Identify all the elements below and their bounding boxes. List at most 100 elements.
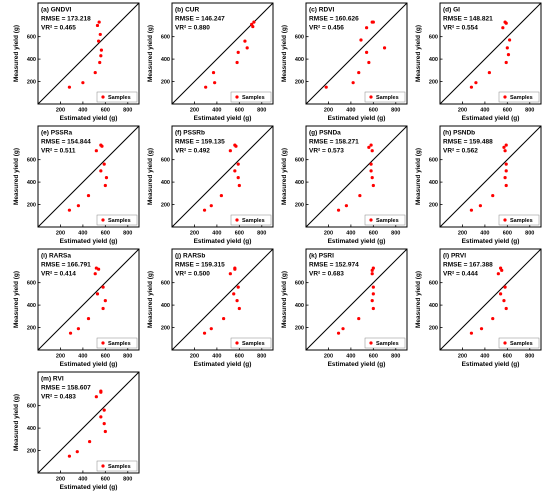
subplot-title: (a) GNDVI: [41, 7, 72, 14]
data-point: [369, 143, 373, 147]
subplot-title: (e) PSSRa: [41, 130, 72, 137]
y-tick-label: 400: [27, 57, 36, 63]
data-point: [101, 306, 105, 311]
data-point: [68, 331, 73, 335]
y-tick-label: 200: [161, 80, 170, 86]
data-point: [370, 272, 374, 276]
data-point: [504, 183, 508, 188]
legend-box: [498, 337, 540, 349]
x-tick-label: 800: [123, 354, 132, 360]
data-point: [469, 85, 474, 89]
data-point: [93, 272, 97, 276]
data-point: [236, 50, 240, 54]
subplot-title: (m) RVI: [41, 376, 64, 383]
data-point: [76, 327, 80, 331]
one-to-one-line: [305, 248, 408, 351]
y-tick-label: 400: [27, 303, 36, 309]
data-point: [367, 60, 371, 65]
legend-label: Samples: [108, 464, 131, 470]
data-point: [233, 143, 237, 147]
y-tick-label: 600: [27, 35, 36, 41]
x-tick-label: 800: [123, 108, 132, 114]
subplot-title: (d) GI: [443, 7, 460, 14]
data-point: [67, 454, 72, 458]
data-point: [371, 266, 375, 270]
x-axis-label: Estimated yield (g): [328, 238, 386, 245]
x-tick-label: 600: [101, 354, 110, 360]
x-axis-label: Estimated yield (g): [194, 361, 252, 368]
rmse-label: RMSE = 166.791: [41, 262, 91, 269]
x-tick-label: 400: [346, 354, 355, 360]
data-point: [479, 327, 484, 331]
data-point: [95, 292, 100, 296]
data-point: [97, 39, 101, 43]
x-tick-label: 800: [123, 231, 132, 237]
x-tick-label: 200: [190, 354, 199, 360]
y-tick-label: 400: [295, 57, 304, 63]
data-point: [469, 208, 474, 212]
x-tick-label: 400: [212, 108, 221, 114]
legend-label: Samples: [242, 218, 265, 224]
x-tick-label: 200: [324, 231, 333, 237]
data-point: [503, 285, 507, 289]
subplot-title: (c) RDVI: [309, 7, 334, 14]
x-tick-label: 400: [346, 108, 355, 114]
x-tick-label: 400: [212, 354, 221, 360]
x-tick-label: 600: [235, 231, 244, 237]
subplot-title: (b) CUR: [175, 7, 199, 14]
x-tick-label: 200: [324, 354, 333, 360]
data-point: [97, 20, 101, 24]
x-tick-label: 400: [212, 231, 221, 237]
data-point: [365, 26, 369, 30]
x-tick-label: 600: [369, 354, 378, 360]
legend-box: [230, 337, 272, 349]
y-axis-label: Measured yield (g): [415, 25, 422, 82]
data-point: [499, 266, 503, 270]
x-tick-label: 400: [78, 231, 87, 237]
one-to-one-line: [37, 125, 140, 228]
one-to-one-line: [305, 2, 408, 105]
y-tick-label: 200: [27, 449, 36, 455]
data-point: [228, 272, 232, 276]
x-tick-label: 600: [503, 108, 512, 114]
x-tick-label: 600: [235, 108, 244, 114]
vr2-label: VR² = 0.573: [309, 148, 344, 155]
x-tick-label: 200: [324, 108, 333, 114]
one-to-one-line: [171, 2, 274, 105]
y-tick-label: 200: [295, 326, 304, 332]
data-point: [351, 81, 355, 85]
one-to-one-line: [305, 125, 408, 228]
x-tick-label: 600: [101, 108, 110, 114]
data-point: [88, 439, 92, 444]
data-point: [382, 46, 387, 50]
data-point: [86, 193, 91, 198]
vr2-label: VR² = 0.492: [175, 148, 210, 155]
subplot-title: (f) PSSRb: [175, 130, 205, 137]
data-point: [99, 415, 103, 419]
data-point: [103, 429, 107, 434]
x-tick-label: 200: [56, 108, 65, 114]
rmse-label: RMSE = 159.315: [175, 262, 225, 269]
data-point: [369, 169, 373, 173]
y-axis-label: Measured yield (g): [13, 148, 20, 205]
x-tick-label: 600: [369, 231, 378, 237]
data-point: [370, 149, 374, 153]
x-tick-label: 600: [369, 108, 378, 114]
data-point: [202, 208, 207, 212]
x-axis-label: Estimated yield (g): [194, 238, 252, 245]
y-tick-label: 200: [429, 80, 438, 86]
x-axis-label: Estimated yield (g): [328, 361, 386, 368]
y-tick-label: 600: [27, 281, 36, 287]
legend-label: Samples: [510, 341, 533, 347]
x-axis-label: Estimated yield (g): [462, 361, 520, 368]
vr2-label: VR² = 0.414: [41, 271, 76, 278]
vr2-label: VR² = 0.483: [41, 394, 76, 401]
data-point: [222, 316, 226, 321]
data-point: [491, 316, 495, 321]
